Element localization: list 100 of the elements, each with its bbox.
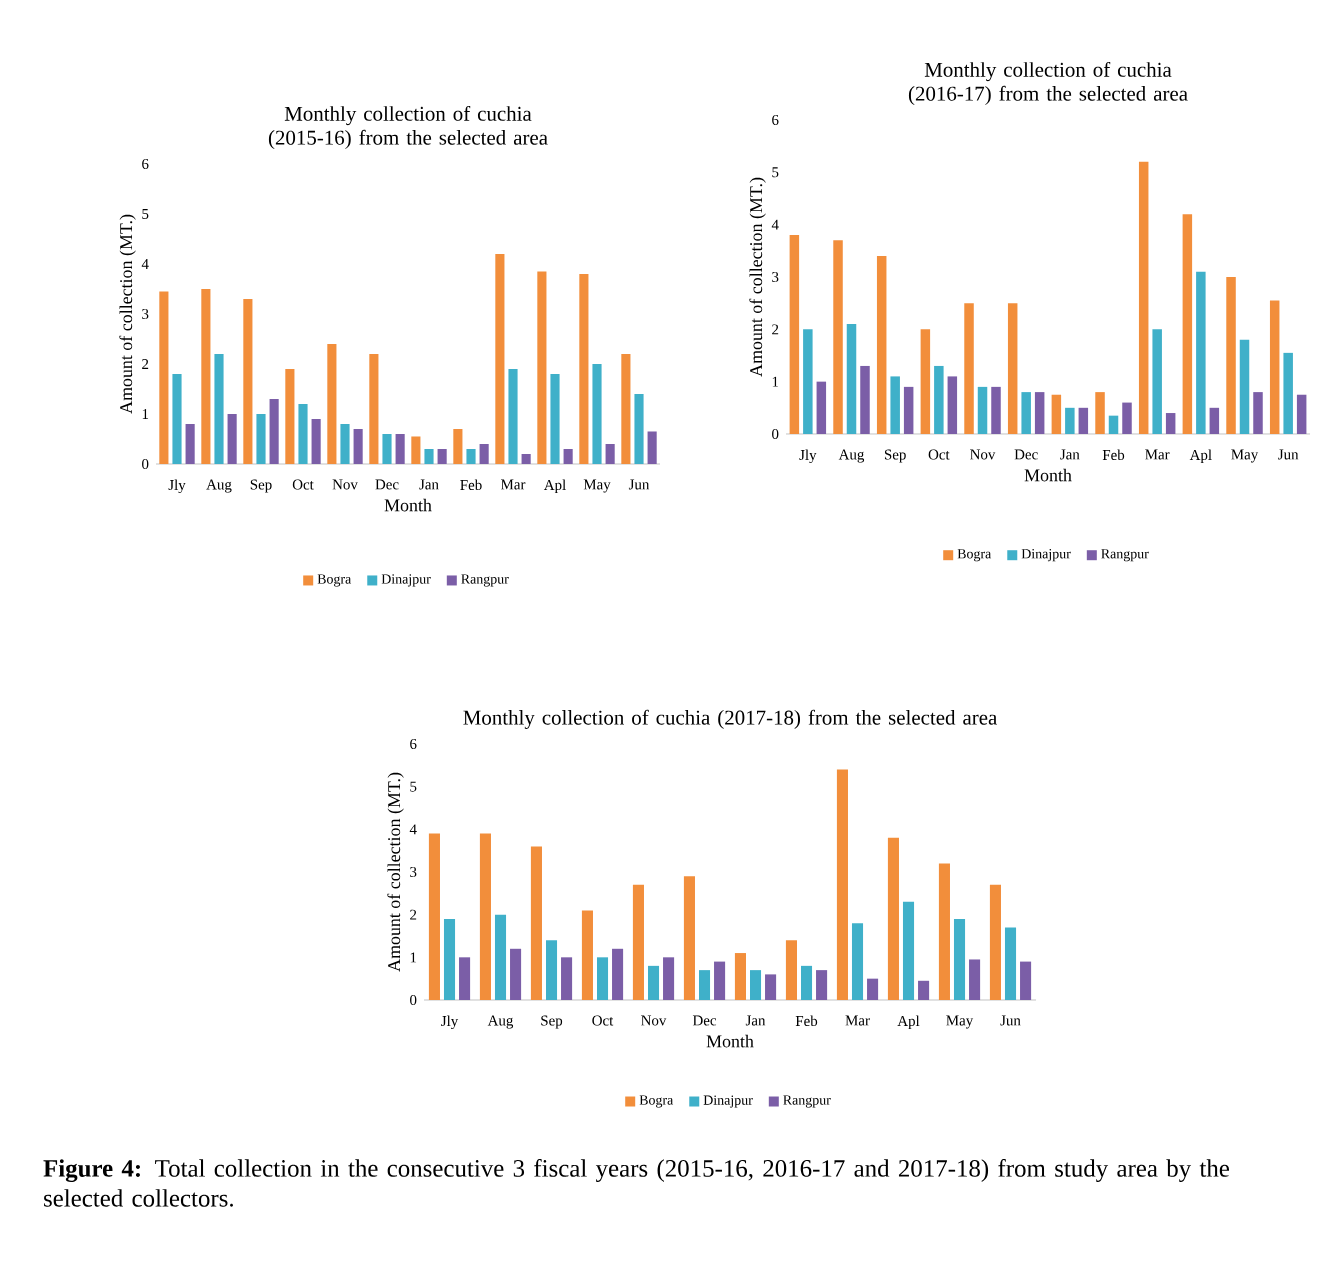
bar [605,443,615,464]
bar [311,418,321,464]
bar [989,884,1001,1000]
bar [918,980,930,1000]
bar [459,957,471,1000]
bar [765,974,777,1000]
bar [920,329,931,434]
bar [632,884,644,1000]
bar [453,428,463,464]
bar [621,353,631,464]
bar [298,403,308,464]
bar [977,386,988,434]
bar [437,448,447,464]
bar [1108,415,1119,434]
bar [902,901,915,1000]
bar [1004,927,1017,1000]
bar [816,970,828,1000]
bar [443,918,456,1000]
bar [592,363,602,464]
bar [581,910,593,1000]
bar [1020,961,1032,1000]
bar [683,876,695,1000]
bar [734,953,746,1000]
bar [269,398,279,464]
bar [833,240,843,434]
bar [201,288,211,464]
bar [1034,392,1045,434]
bar [521,453,531,464]
bar [1007,303,1018,434]
bar [550,373,560,464]
bar [1065,407,1075,434]
x-axis-title: Month [384,498,432,512]
chart-title: Monthly collection of cuchia (2017-18) from the selected area [463,709,998,729]
bar [876,256,887,434]
bar [785,940,797,1000]
bar [647,965,660,1000]
bar [1226,276,1236,434]
bar [494,914,507,1000]
bar [749,970,762,1000]
bar [938,863,950,1000]
chart-title: Monthly collection of cuchia (2015-16) from the selected area [268,105,548,149]
bar [159,291,169,464]
bar [890,376,900,434]
bar [214,353,224,464]
bar [510,948,522,1000]
y-axis-title: Amount of collection (MT.) [387,772,404,972]
bar [816,381,827,434]
bar [836,769,848,1000]
bar [382,433,392,464]
bar [561,957,573,1000]
bar [579,273,589,464]
bar [634,393,644,464]
bar [698,970,711,1000]
bar [466,448,476,464]
bar [428,833,440,1000]
bar [596,957,609,1000]
text: Figure 4: Total collection in the consecutive 3 fiscal years (2015-16, 2016-17 and 2017-18) from study area by the selected collectors. [43,1159,1230,1207]
y-axis-title: Amount of collection (MT.) [749,177,766,377]
bar [846,324,857,434]
bar [860,365,870,434]
x-axis-title: Month [706,1034,754,1048]
bar [1165,413,1176,434]
bar [1122,402,1132,434]
bar [479,833,491,1000]
bar [537,271,547,464]
bar [1095,392,1105,434]
y-axis-title: Amount of collection (MT.) [119,214,136,414]
bar [1021,392,1031,434]
bar [800,965,813,1000]
bar [369,353,379,464]
bar [185,423,195,464]
bar [227,413,237,464]
bar [887,837,899,1000]
bar [953,918,966,1000]
bar [647,431,657,464]
bar [934,365,944,434]
bar [256,413,266,464]
bar [969,959,981,1000]
bar [340,423,350,464]
bar [530,846,542,1000]
bar [563,448,573,464]
bar [353,428,363,464]
bar [1182,214,1193,434]
bar [1078,407,1089,434]
bar [545,940,558,1000]
bar [1051,394,1062,434]
bar [803,329,813,434]
bar [1269,300,1280,434]
bar [243,298,253,464]
bar [1152,329,1162,434]
bar [411,436,421,464]
x-axis-title: Month [1024,468,1072,482]
bar [612,948,624,1000]
bar [903,386,914,434]
bar [714,961,726,1000]
chart-title: Monthly collection of cuchia (2016-17) from the selected area [908,61,1188,105]
bar [479,443,489,464]
bar [285,368,295,464]
bar [327,343,337,464]
bar [789,235,800,434]
